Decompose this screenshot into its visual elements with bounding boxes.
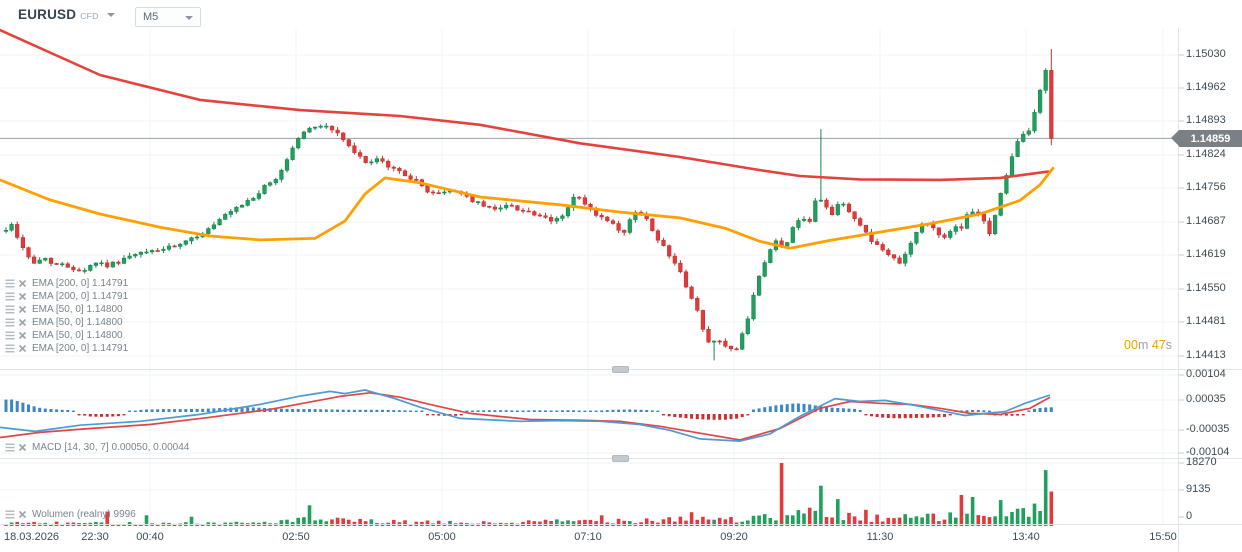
indicator-label: EMA [200, 0] 1.14791 <box>32 343 129 354</box>
indicator-label: EMA [200, 0] 1.14791 <box>32 291 129 302</box>
symbol-name: EURUSD <box>18 6 77 22</box>
axis-ticks <box>1178 54 1184 518</box>
indicator-row: EMA [200, 0] 1.14791 <box>5 290 128 303</box>
price-axis-label: 1.14413 <box>1186 349 1226 361</box>
price-axis-label: 1.14619 <box>1186 248 1226 260</box>
indicator-close-icon[interactable] <box>18 318 27 327</box>
timeframe-value: M5 <box>143 11 159 23</box>
time-axis-label: 07:10 <box>574 531 602 543</box>
volume-axis-label: 18270 <box>1186 456 1217 468</box>
indicator-row: EMA [200, 0] 1.14791 <box>5 277 128 290</box>
indicator-settings-icon[interactable] <box>5 305 15 314</box>
indicator-label: EMA [50, 0] 1.14800 <box>32 304 123 315</box>
indicator-settings-icon[interactable] <box>5 443 15 452</box>
price-axis-label: 1.14481 <box>1186 315 1226 327</box>
indicator-close-icon[interactable] <box>18 510 27 519</box>
chart-toolbar: EURUSD CFD M5 <box>0 0 1242 28</box>
indicator-row: MACD [14, 30, 7] 0.00050, 0.00044 <box>5 441 189 454</box>
macd-histogram <box>4 399 1053 420</box>
indicator-settings-icon[interactable] <box>5 331 15 340</box>
price-axis-label: 1.15030 <box>1186 48 1226 60</box>
indicator-settings-icon[interactable] <box>5 510 15 519</box>
indicator-close-icon[interactable] <box>18 279 27 288</box>
macd-signal-line <box>0 391 1051 441</box>
indicator-label: MACD [14, 30, 7] 0.00050, 0.00044 <box>32 442 190 453</box>
indicator-row: Wolumen (realny) 9996 <box>5 508 136 521</box>
timeframe-selector[interactable]: M5 <box>135 7 201 27</box>
price-axis-label: 1.14550 <box>1186 282 1226 294</box>
current-price-badge: 1.14859 <box>1171 130 1242 147</box>
time-axis-label: 15:50 <box>1149 531 1177 543</box>
time-axis-label: 13:40 <box>1012 531 1040 543</box>
time-axis-label: 02:50 <box>282 531 310 543</box>
ema-200-line <box>0 28 1050 182</box>
indicator-label: Wolumen (realny) 9996 <box>32 509 136 520</box>
indicator-row: EMA [50, 0] 1.14800 <box>5 316 123 329</box>
chevron-down-icon <box>185 16 193 20</box>
price-axis-label: 1.14756 <box>1186 181 1226 193</box>
indicator-close-icon[interactable] <box>18 292 27 301</box>
indicator-settings-icon[interactable] <box>5 292 15 301</box>
volume-axis-label: 9135 <box>1186 483 1211 495</box>
indicator-settings-icon[interactable] <box>5 279 15 288</box>
chevron-down-icon <box>106 13 115 17</box>
indicator-row: EMA [200, 0] 1.14791 <box>5 342 128 355</box>
gridlines <box>0 29 1178 524</box>
time-axis-label: 09:20 <box>720 531 748 543</box>
indicator-settings-icon[interactable] <box>5 318 15 327</box>
volume-bars <box>4 463 1054 526</box>
macd-line <box>0 389 1051 442</box>
symbol-selector[interactable]: EURUSD CFD <box>18 4 115 24</box>
time-axis-label: 11:30 <box>866 531 894 543</box>
macd-axis-label: -0.00035 <box>1186 423 1230 435</box>
candlesticks <box>3 49 1054 361</box>
timer-seconds-unit: s <box>1165 338 1172 352</box>
indicator-close-icon[interactable] <box>18 443 27 452</box>
volume-axis-label: 0 <box>1186 510 1193 522</box>
time-axis-label: 05:00 <box>428 531 456 543</box>
timer-minutes-unit: m <box>1137 338 1149 352</box>
price-axis-label: 1.14824 <box>1186 148 1226 160</box>
indicator-label: EMA [200, 0] 1.14791 <box>32 278 129 289</box>
time-axis-divider <box>0 524 1242 525</box>
time-axis-date: 18.03.2026 <box>4 531 60 543</box>
indicator-label: EMA [50, 0] 1.14800 <box>32 330 123 341</box>
indicator-label: EMA [50, 0] 1.14800 <box>32 317 123 328</box>
price-axis-label: 1.14893 <box>1186 114 1226 126</box>
candle-countdown-timer: 00m 47s <box>1050 338 1172 352</box>
macd-axis-label: 0.00035 <box>1186 393 1226 405</box>
price-axis-divider <box>1178 28 1179 552</box>
market-type-label: CFD <box>80 10 99 21</box>
indicator-row: EMA [50, 0] 1.14800 <box>5 303 123 316</box>
time-axis-label: 22:30 <box>81 531 109 543</box>
indicator-row: EMA [50, 0] 1.14800 <box>5 329 123 342</box>
volume-panel-resize-handle[interactable] <box>612 455 629 462</box>
macd-axis-label: 0.00104 <box>1186 368 1226 380</box>
indicator-close-icon[interactable] <box>18 331 27 340</box>
ema-50-line <box>0 166 1055 250</box>
timer-seconds: 47 <box>1151 338 1166 352</box>
timer-minutes: 00 <box>1124 338 1138 352</box>
time-axis-label: 00:40 <box>136 531 164 543</box>
current-price-value: 1.14859 <box>1190 132 1231 145</box>
indicator-settings-icon[interactable] <box>5 344 15 353</box>
price-axis-label: 1.14962 <box>1186 81 1226 93</box>
indicator-close-icon[interactable] <box>18 344 27 353</box>
price-axis-label: 1.14687 <box>1186 215 1226 227</box>
macd-panel-resize-handle[interactable] <box>612 366 629 373</box>
indicator-close-icon[interactable] <box>18 305 27 314</box>
macd-axis-label: -0.00104 <box>1186 446 1230 458</box>
price-badge-arrow <box>1171 130 1179 146</box>
